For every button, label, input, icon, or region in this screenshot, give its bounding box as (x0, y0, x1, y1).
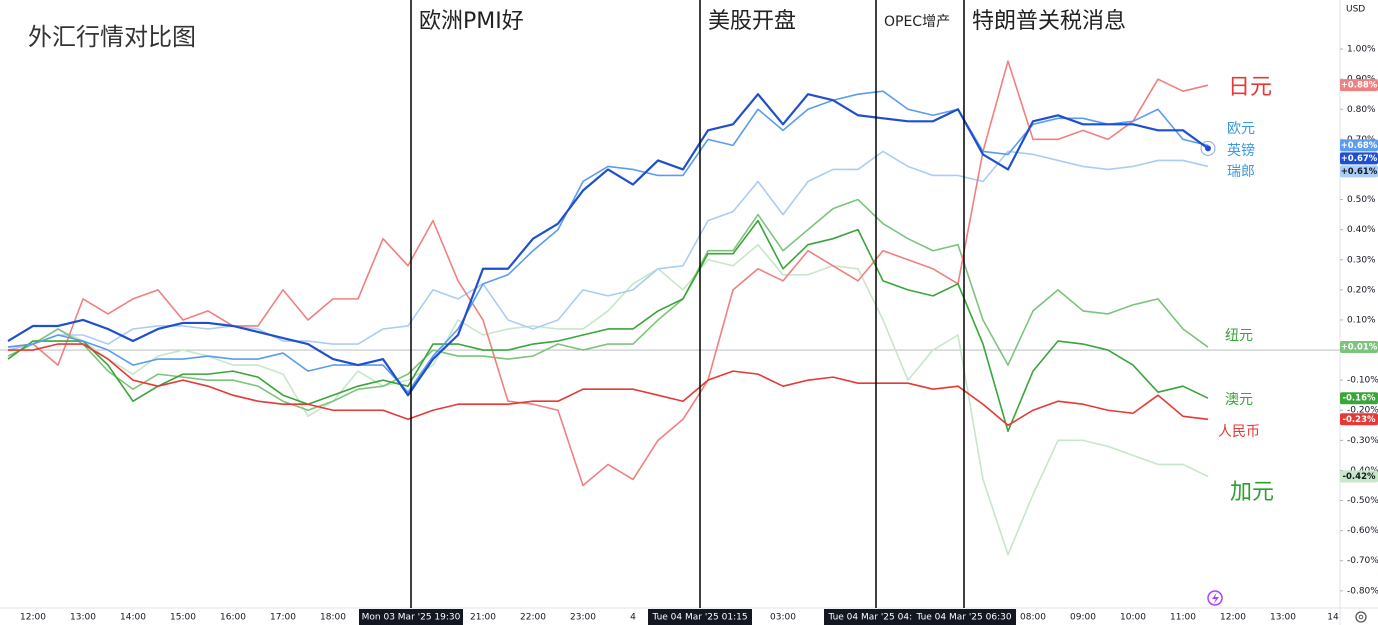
y-tick-label: -0.60% (1347, 526, 1378, 536)
last-point-ring (1200, 140, 1216, 156)
series-line (7, 219, 1209, 433)
legend-label: 纽元 (1225, 328, 1253, 344)
x-tick-label: 12:00 (20, 613, 46, 623)
series-line (8, 343, 1209, 427)
event-time-bg (648, 609, 752, 625)
x-tick-label: 21:00 (470, 613, 496, 623)
price-tag: -0.42% (1342, 472, 1375, 482)
y-tick-label: 0.10% (1347, 315, 1376, 325)
y-tick-label: -0.70% (1347, 556, 1378, 566)
event-time-bg (359, 609, 463, 625)
y-tick-label: 0.80% (1347, 105, 1376, 115)
y-tick-label: -0.10% (1347, 376, 1378, 386)
x-tick-label: 11:00 (1170, 613, 1196, 623)
x-tick-label: 16:00 (220, 613, 246, 623)
series-line (7, 90, 1209, 393)
x-tick-label: 10:00 (1120, 613, 1146, 623)
price-tag-bg (1340, 79, 1378, 92)
y-tick-label: -0.50% (1347, 496, 1378, 506)
price-tag-bg (1340, 392, 1378, 405)
x-tick-label: 14 (1327, 613, 1339, 623)
y-tick-label: 1.00% (1347, 45, 1376, 55)
price-tag-bg (1340, 470, 1378, 483)
event-time-bg (824, 609, 928, 625)
legend-label: 瑞郎 (1227, 164, 1255, 180)
legend-label: 澳元 (1225, 392, 1253, 408)
x-tick-label: 13:00 (1270, 613, 1296, 623)
x-tick-label: 12:00 (1220, 613, 1246, 623)
y-tick-label: 0.20% (1347, 285, 1376, 295)
price-tag: +0.88% (1341, 81, 1378, 91)
settings-icon[interactable] (1355, 611, 1367, 623)
legend-label: 加元 (1230, 480, 1274, 505)
price-tag: +0.61% (1341, 167, 1378, 177)
price-tag-bg (1340, 139, 1378, 152)
x-tick-label: 22:00 (520, 613, 546, 623)
price-tag: +0.01% (1341, 343, 1378, 353)
legend-label: 人民币 (1218, 424, 1260, 440)
legend-label: 欧元 (1227, 121, 1255, 137)
currency-label: USD (1346, 5, 1365, 15)
x-tick-label: 4 (630, 613, 636, 623)
price-tag-bg (1340, 413, 1378, 426)
y-tick-label: -0.80% (1347, 586, 1378, 596)
x-tick-label: 08:00 (1020, 613, 1046, 623)
x-tick-label: 23:00 (570, 613, 596, 623)
price-tag-bg (1340, 341, 1378, 354)
series-line (7, 60, 1209, 487)
chart-title: 外汇行情对比图 (28, 23, 196, 51)
x-tick-label: 09:00 (1070, 613, 1096, 623)
y-tick-label: 0.50% (1347, 195, 1376, 205)
y-tick-label: -0.20% (1347, 406, 1378, 416)
series-line (7, 198, 1209, 412)
event-label: 特朗普关税消息 (972, 9, 1126, 34)
x-tick-label: 14:00 (120, 613, 146, 623)
legend-label: 日元 (1228, 75, 1272, 100)
event-label: OPEC增产 (884, 14, 950, 30)
event-label: 欧洲PMI好 (419, 9, 524, 34)
price-tag: -0.16% (1342, 394, 1375, 404)
event-time: Tue 04 Mar '25 06:30 (915, 613, 1011, 623)
lightning-icon[interactable] (1207, 590, 1223, 606)
x-tick-label: 15:00 (170, 613, 196, 623)
event-time: Tue 04 Mar '25 01:15 (651, 613, 747, 623)
price-tag-bg (1340, 152, 1378, 165)
legend-label: 英镑 (1227, 142, 1255, 159)
last-point (1205, 145, 1211, 152)
price-tag: -0.23% (1342, 415, 1375, 425)
x-tick-label: 03:00 (770, 613, 796, 623)
price-tag: +0.67% (1341, 154, 1378, 164)
price-tag: +0.68% (1341, 141, 1378, 151)
price-tag-bg (1340, 165, 1378, 178)
event-label: 美股开盘 (708, 9, 796, 34)
plot-area (0, 60, 1340, 556)
event-time: Mon 03 Mar '25 19:30 (362, 613, 461, 623)
event-time: Tue 04 Mar '25 04:45 (827, 613, 923, 623)
series-line (7, 93, 1209, 397)
y-tick-label: 0.30% (1347, 255, 1376, 265)
event-time-bg (912, 609, 1016, 625)
x-tick-label: 13:00 (70, 613, 96, 623)
y-tick-label: -0.30% (1347, 436, 1378, 446)
series-line (7, 150, 1209, 351)
x-tick-label: 18:00 (320, 613, 346, 623)
y-tick-label: 0.40% (1347, 225, 1376, 235)
x-tick-label: 17:00 (270, 613, 296, 623)
